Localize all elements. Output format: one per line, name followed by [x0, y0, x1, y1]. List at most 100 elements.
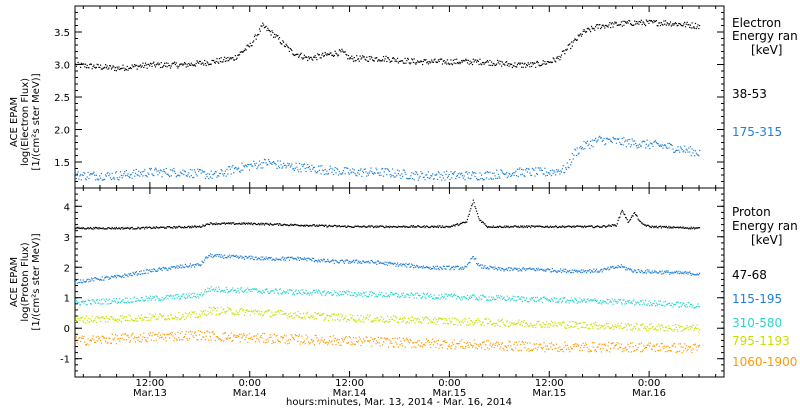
data-point	[75, 320, 77, 323]
data-point	[120, 276, 122, 278]
data-point	[598, 225, 600, 227]
data-point	[331, 225, 333, 227]
data-point	[194, 169, 196, 171]
data-point	[318, 224, 320, 226]
data-point	[154, 315, 156, 318]
data-point	[318, 169, 320, 171]
data-point	[79, 175, 81, 177]
data-point	[508, 172, 510, 174]
data-point	[355, 60, 357, 62]
data-point	[122, 228, 124, 230]
data-point	[631, 270, 633, 272]
data-point	[594, 271, 596, 273]
data-point	[321, 314, 323, 316]
data-point	[312, 257, 314, 259]
data-point	[277, 311, 279, 313]
data-point	[661, 23, 663, 25]
data-point	[78, 63, 80, 65]
data-point	[577, 225, 579, 227]
data-point	[261, 25, 263, 27]
data-point	[481, 178, 484, 180]
data-point	[139, 271, 141, 273]
data-point	[389, 225, 391, 227]
data-point	[80, 337, 82, 339]
data-point	[578, 152, 580, 154]
data-point	[692, 324, 694, 326]
data-point	[628, 19, 630, 22]
data-point	[167, 315, 169, 317]
data-point	[293, 54, 295, 57]
data-point	[278, 288, 281, 291]
data-point	[346, 54, 348, 56]
data-point	[342, 172, 344, 174]
data-point	[500, 320, 502, 322]
data-point	[316, 172, 318, 174]
data-point	[392, 294, 394, 296]
data-point	[340, 173, 342, 175]
data-point	[376, 57, 378, 59]
data-point	[690, 27, 692, 29]
data-point	[476, 262, 478, 265]
data-point	[393, 58, 395, 60]
data-point	[86, 279, 88, 281]
data-point	[358, 294, 360, 296]
data-point	[88, 344, 90, 346]
data-point	[509, 298, 511, 300]
data-point	[377, 172, 380, 174]
data-point	[163, 266, 165, 268]
data-point	[418, 319, 420, 321]
data-point	[483, 266, 485, 268]
data-point	[186, 265, 188, 267]
data-point	[290, 48, 292, 50]
data-point	[244, 289, 246, 291]
data-point	[223, 291, 225, 293]
data-point	[639, 220, 641, 222]
data-point	[362, 260, 364, 262]
data-point	[474, 176, 476, 178]
data-point	[124, 302, 126, 304]
data-point	[119, 275, 122, 277]
data-point	[640, 324, 642, 326]
data-point	[505, 299, 507, 301]
data-point	[686, 227, 688, 229]
data-point	[643, 223, 645, 225]
data-point	[184, 171, 186, 173]
data-point	[334, 224, 336, 227]
data-point	[600, 28, 602, 30]
data-point	[160, 314, 162, 316]
data-point	[337, 54, 340, 56]
data-point	[623, 137, 625, 139]
data-point	[594, 139, 596, 141]
data-point	[298, 56, 300, 58]
data-point	[642, 323, 644, 325]
data-point	[175, 294, 177, 296]
data-point	[446, 170, 448, 172]
data-point	[211, 288, 213, 291]
data-point	[327, 226, 329, 228]
data-point	[512, 295, 514, 297]
data-point	[620, 322, 622, 324]
data-point	[457, 295, 459, 298]
data-point	[586, 140, 588, 142]
data-point	[208, 64, 210, 66]
data-point	[560, 297, 562, 300]
data-point	[318, 314, 320, 316]
data-point	[603, 301, 605, 303]
data-point	[90, 277, 92, 279]
data-point	[408, 226, 410, 228]
data-point	[182, 64, 184, 66]
data-point	[482, 221, 484, 223]
data-point	[151, 298, 153, 300]
data-point	[637, 218, 639, 220]
data-point	[117, 228, 119, 230]
data-point	[621, 137, 623, 139]
data-point	[513, 300, 515, 302]
data-point	[382, 262, 384, 265]
data-point	[105, 321, 107, 323]
data-point	[426, 293, 428, 295]
data-point	[272, 314, 274, 316]
data-point	[593, 300, 595, 302]
data-point	[373, 262, 375, 264]
data-point	[77, 227, 79, 230]
data-point	[394, 293, 396, 295]
